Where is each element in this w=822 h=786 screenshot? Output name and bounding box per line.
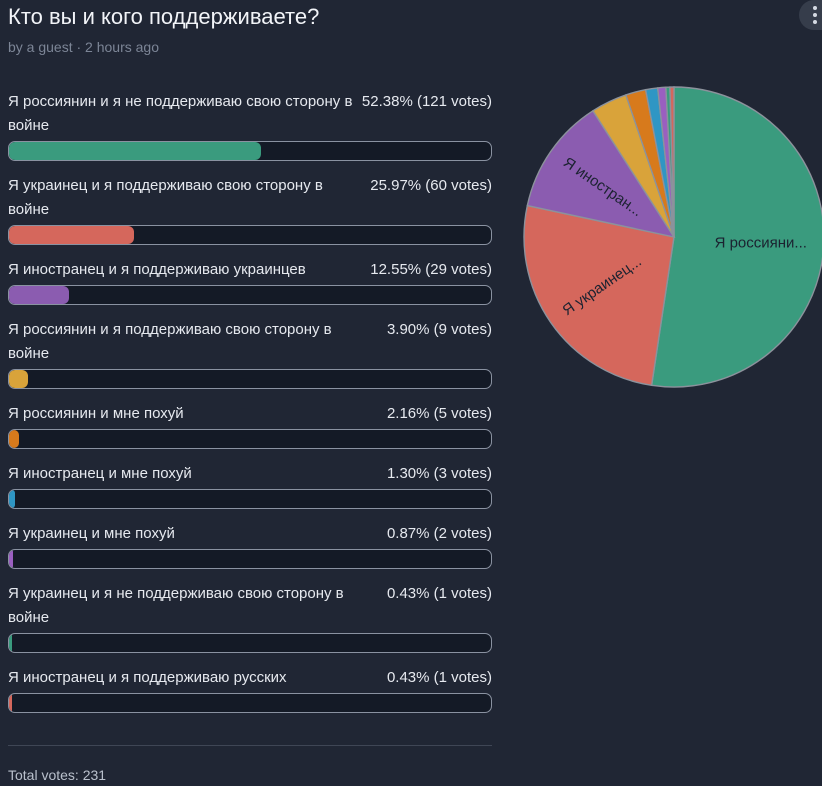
option-stat: 3.90% (9 votes) bbox=[386, 321, 492, 338]
poll-options: Я россиянин и я не поддерживаю свою стор… bbox=[8, 93, 492, 713]
option-progress-bar bbox=[8, 693, 492, 713]
option-progress-fill bbox=[9, 490, 16, 508]
option-progress-bar bbox=[8, 225, 492, 245]
option-label: Я россиянин и мне похуй bbox=[8, 405, 184, 422]
option-progress-fill bbox=[9, 634, 13, 652]
option-label: Я иностранец и я поддерживаю украинцев bbox=[8, 261, 306, 278]
option-label: Я россиянин и я не поддерживаю свою стор… bbox=[8, 93, 353, 134]
option-label: Я украинец и я не поддерживаю свою сторо… bbox=[8, 585, 344, 626]
option-progress-bar bbox=[8, 369, 492, 389]
option-progress-fill bbox=[9, 430, 20, 448]
option-progress-fill bbox=[9, 370, 28, 388]
divider bbox=[8, 745, 492, 746]
option-progress-fill bbox=[9, 286, 70, 304]
total-votes: Total votes: 231 bbox=[8, 767, 107, 783]
more-vertical-icon-dot bbox=[813, 20, 817, 24]
option-stat: 25.97% (60 votes) bbox=[370, 177, 492, 194]
option-label: Я россиянин и я поддерживаю свою сторону… bbox=[8, 321, 332, 362]
option-progress-bar bbox=[8, 429, 492, 449]
option-progress-fill bbox=[9, 142, 262, 160]
option-stat: 12.55% (29 votes) bbox=[370, 261, 492, 278]
option-stat: 0.43% (1 votes) bbox=[386, 669, 492, 686]
option-progress-bar bbox=[8, 141, 492, 161]
pie-slice[interactable] bbox=[650, 86, 822, 388]
poll-title: Кто вы и кого поддерживаете? bbox=[8, 4, 320, 29]
option-stat: 1.30% (3 votes) bbox=[386, 465, 492, 482]
option-stat: 0.87% (2 votes) bbox=[386, 525, 492, 542]
option-progress-bar bbox=[8, 489, 492, 509]
pie-slice[interactable] bbox=[526, 109, 676, 239]
option-stat: 52.38% (121 votes) bbox=[361, 93, 492, 110]
option-stat: 2.16% (5 votes) bbox=[386, 405, 492, 422]
more-options-button[interactable] bbox=[799, 0, 822, 30]
option-label: Я украинец и мне похуй bbox=[8, 525, 175, 542]
option-progress-bar bbox=[8, 285, 492, 305]
pie-slice[interactable] bbox=[669, 86, 675, 238]
option-progress-bar bbox=[8, 633, 492, 653]
option-progress-fill bbox=[9, 226, 135, 244]
option-label: Я иностранец и я поддерживаю русских bbox=[8, 669, 287, 686]
option-label: Я украинец и я поддерживаю свою сторону … bbox=[8, 177, 323, 218]
option-progress-fill bbox=[9, 694, 13, 712]
option-progress-fill bbox=[9, 550, 14, 568]
option-progress-bar bbox=[8, 549, 492, 569]
more-vertical-icon-dot bbox=[813, 13, 817, 17]
pie-slice[interactable] bbox=[523, 204, 675, 387]
more-vertical-icon bbox=[813, 6, 817, 10]
option-stat: 0.43% (1 votes) bbox=[386, 585, 492, 602]
option-label: Я иностранец и мне похуй bbox=[8, 465, 192, 482]
poll-meta: by a guest · 2 hours ago bbox=[8, 39, 159, 55]
